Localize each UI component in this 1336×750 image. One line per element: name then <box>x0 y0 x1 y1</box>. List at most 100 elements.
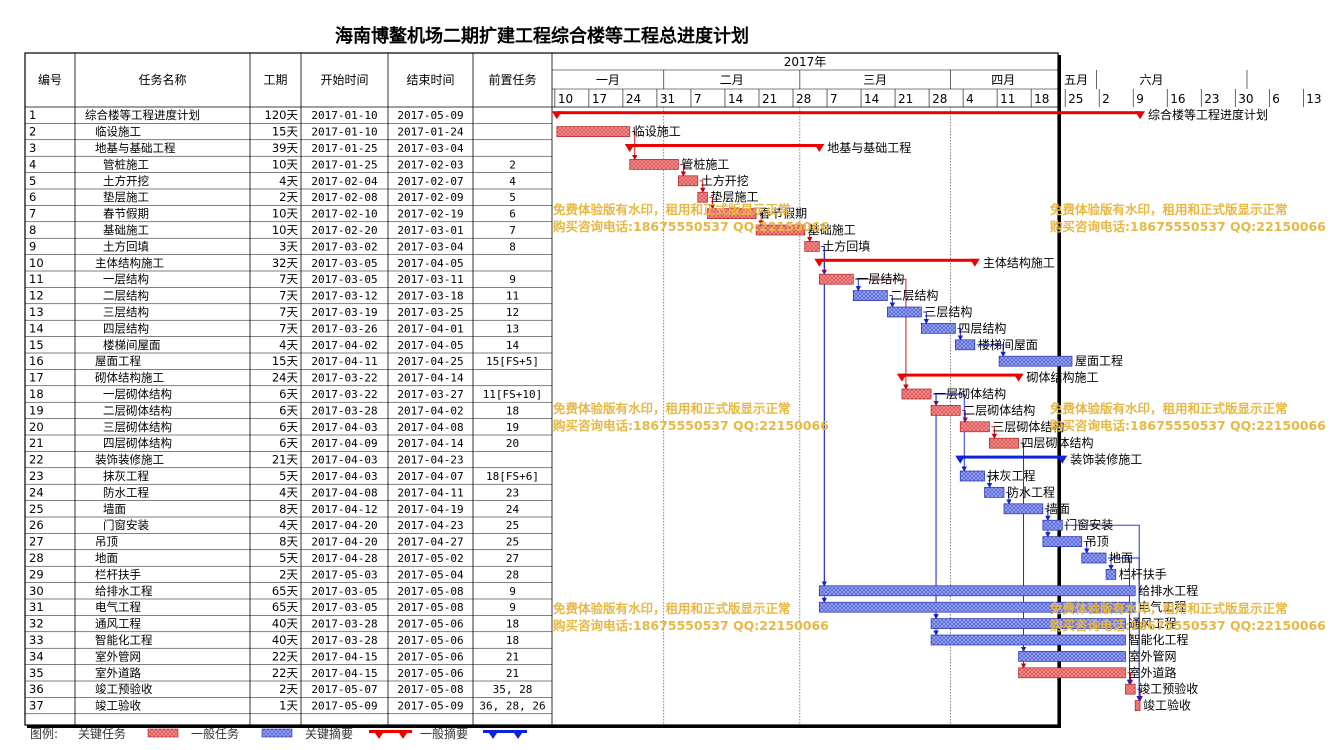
cell-id: 14 <box>29 321 44 335</box>
column-header-end: 结束时间 <box>406 73 454 87</box>
cell-end: 2017-04-11 <box>397 486 463 499</box>
cell-pred: 9 <box>509 585 516 598</box>
year-label: 2017年 <box>784 55 827 69</box>
bar-label: 给排水工程 <box>1138 583 1198 598</box>
week-label: 23 <box>1204 92 1219 106</box>
cell-duration: 2天 <box>279 682 298 696</box>
cell-start: 2017-04-12 <box>311 503 377 516</box>
task-bar <box>1042 536 1083 547</box>
cell-id: 16 <box>29 354 44 368</box>
task-bar <box>959 421 990 433</box>
task-bar <box>955 339 976 351</box>
cell-start: 2017-03-28 <box>311 404 377 417</box>
cell-name: 竣工预验收 <box>95 682 153 696</box>
table-row: 2 临设施工 15天 2017-01-10 2017-01-24 <box>29 125 464 139</box>
cell-end: 2017-04-23 <box>397 454 463 467</box>
summary-bar <box>901 373 1019 377</box>
cell-name: 智能化工程 <box>95 633 153 647</box>
month-label: 六月 <box>1139 73 1163 87</box>
cell-pred: 11 <box>506 290 519 303</box>
cell-start: 2017-01-25 <box>311 142 377 155</box>
summary-bar-end-cap <box>814 144 825 152</box>
cell-id: 26 <box>29 518 44 532</box>
table-row: 32 通风工程 40天 2017-03-28 2017-05-06 18 <box>29 617 519 631</box>
task-bar <box>1042 519 1063 531</box>
watermark-line1: 免费体验版有水印，租用和正式版显示正常 <box>553 202 791 217</box>
cell-id: 25 <box>29 502 44 516</box>
cell-start: 2017-03-22 <box>311 372 377 385</box>
table-row: 19 二层砌体结构 6天 2017-03-28 2017-04-02 18 <box>29 403 519 417</box>
table-frame <box>24 52 1059 726</box>
cell-name: 防水工程 <box>103 485 149 499</box>
cell-name: 三层砌体结构 <box>103 420 172 434</box>
legend-critical-summary-label: 关键摘要 <box>305 726 353 741</box>
cell-duration: 15天 <box>272 125 299 139</box>
bar-label: 一层砌体结构 <box>934 386 1006 401</box>
column-header-id: 编号 <box>38 72 62 87</box>
cell-end: 2017-04-08 <box>397 421 463 434</box>
cell-start: 2017-04-08 <box>311 486 377 499</box>
cell-start: 2017-04-03 <box>311 454 377 467</box>
cell-duration: 2天 <box>279 567 298 581</box>
cell-end: 2017-03-04 <box>397 142 464 155</box>
dependency-link <box>957 327 964 341</box>
cell-pred: 27 <box>506 552 519 565</box>
table-row: 17 砌体结构施工 24天 2017-03-22 2017-04-14 <box>29 371 464 385</box>
cell-duration: 65天 <box>272 584 299 598</box>
cell-pred: 14 <box>506 339 520 352</box>
week-label: 10 <box>558 92 573 106</box>
cell-start: 2017-02-20 <box>311 224 377 237</box>
cell-end: 2017-03-18 <box>397 290 463 303</box>
week-label: 30 <box>1238 92 1253 106</box>
bar-label: 楼梯间屋面 <box>978 337 1038 352</box>
cell-duration: 40天 <box>272 633 299 647</box>
cell-id: 9 <box>29 239 36 253</box>
table-row: 11 一层结构 7天 2017-03-05 2017-03-11 9 <box>29 272 516 286</box>
week-label: 25 <box>1068 92 1083 106</box>
cell-name: 抹灰工程 <box>103 469 149 483</box>
cell-name: 二层砌体结构 <box>103 403 172 417</box>
dependency-link <box>889 295 896 308</box>
cell-name: 垫层施工 <box>103 190 149 204</box>
table-row: 28 地面 5天 2017-04-28 2017-05-02 27 <box>29 551 519 565</box>
table-row: 4 管桩施工 10天 2017-01-25 2017-02-03 2 <box>29 157 516 171</box>
week-label: 4 <box>966 92 974 106</box>
cell-pred: 4 <box>509 175 516 188</box>
week-label: 7 <box>694 92 702 106</box>
cell-start: 2017-04-28 <box>311 552 377 565</box>
month-label: 三月 <box>863 73 887 87</box>
cell-pred: 24 <box>506 503 520 516</box>
watermark-line1: 免费体验版有水印，租用和正式版显示正常 <box>553 401 791 416</box>
cell-pred: 18[FS+6] <box>486 470 539 483</box>
bar-label: 主体结构施工 <box>983 255 1055 270</box>
legend-normal-summary-label: 一般摘要 <box>420 726 468 741</box>
cell-duration: 10天 <box>272 223 299 237</box>
cell-duration: 5天 <box>279 469 298 483</box>
task-bar <box>886 306 922 318</box>
cell-id: 11 <box>29 272 44 286</box>
cell-duration: 40天 <box>272 617 299 631</box>
bar-label: 三层砌体结构 <box>992 419 1064 434</box>
bar-label: 屋面工程 <box>1075 353 1123 368</box>
week-label: 21 <box>762 92 777 106</box>
table-row: 14 四层结构 7天 2017-03-26 2017-04-01 13 <box>29 321 519 335</box>
bar-label: 管桩施工 <box>681 156 729 171</box>
cell-name: 墙面 <box>103 502 126 516</box>
table-row: 20 三层砌体结构 6天 2017-04-03 2017-04-08 19 <box>29 420 519 434</box>
cell-duration: 22天 <box>272 666 299 680</box>
cell-name: 室外道路 <box>95 666 141 680</box>
legend-normal-task-swatch <box>261 728 293 738</box>
cell-start: 2017-02-10 <box>311 208 377 221</box>
cell-name: 竣工验收 <box>95 699 141 713</box>
cell-id: 2 <box>29 125 36 139</box>
task-bar <box>1018 651 1126 662</box>
cell-start: 2017-03-02 <box>311 240 377 253</box>
bar-label: 土方回填 <box>822 238 870 253</box>
cell-duration: 4天 <box>279 485 298 499</box>
cell-end: 2017-03-04 <box>397 240 464 253</box>
summary-bar-end-cap <box>1013 373 1024 382</box>
dependency-link <box>709 196 716 210</box>
cell-duration: 3天 <box>279 239 298 253</box>
table-row: 25 墙面 8天 2017-04-12 2017-04-19 24 <box>29 502 519 516</box>
week-label: 28 <box>796 92 811 106</box>
